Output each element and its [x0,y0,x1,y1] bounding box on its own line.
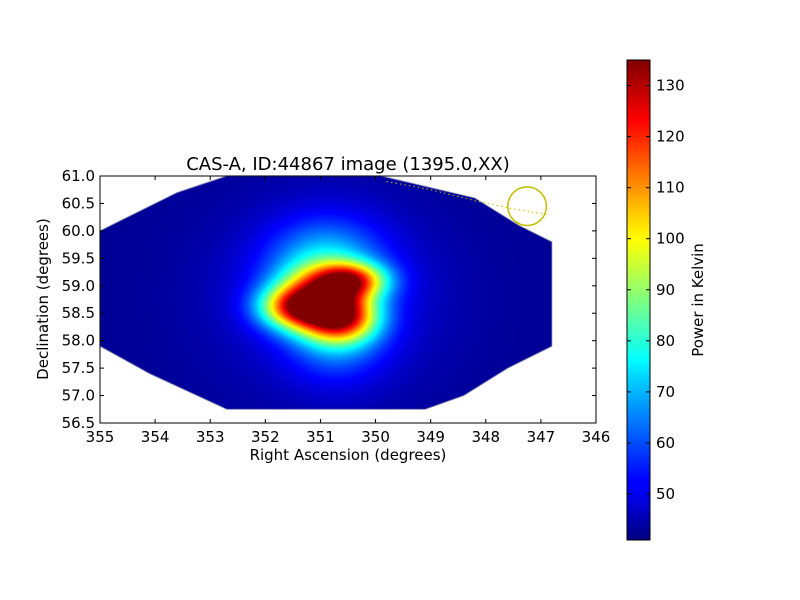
colorbar-tick-label: 90 [656,281,675,299]
y-tick-label: 60.0 [62,222,95,240]
y-tick-label: 61.0 [62,167,95,185]
x-tick-label: 347 [527,428,556,446]
colorbar-tick-label: 50 [656,485,675,503]
colorbar-tick-label: 100 [656,230,685,248]
y-tick-label: 59.0 [62,277,95,295]
x-tick-label: 353 [196,428,225,446]
marker-circle [507,186,548,227]
x-tick-label: 351 [306,428,335,446]
y-tick-label: 57.0 [62,387,95,405]
y-tick-label: 57.5 [62,359,95,377]
colorbar-tick-label: 70 [656,383,675,401]
heatmap-layer [100,176,552,410]
colorbar-tick-label: 80 [656,332,675,350]
overlay-layer [386,181,548,227]
colorbar-label: Power in Kelvin [689,243,707,357]
colorbar-ticks: 50 60 70 80 90 100 110 120 130 [627,77,685,503]
heatmap-image [100,176,552,410]
axes-frame [99,175,597,424]
colorbar-tick-label: 120 [656,128,685,146]
x-tick-label: 352 [251,428,280,446]
x-tick-label: 349 [416,428,445,446]
y-tick-label: 56.5 [62,414,95,432]
y-tick-label: 58.0 [62,332,95,350]
x-axis-ticks: 355 354 353 352 351 350 349 348 347 346 [86,176,611,446]
y-tick-label: 60.5 [62,194,95,212]
x-tick-label: 348 [471,428,500,446]
colorbar [626,59,651,541]
x-tick-label: 355 [86,428,115,446]
chart-title: CAS-A, ID:44867 image (1395.0,XX) [186,154,510,175]
x-tick-label: 350 [361,428,390,446]
dotted-track [386,181,547,215]
x-tick-label: 346 [582,428,611,446]
y-axis-ticks: 56.5 57.0 57.5 58.0 58.5 59.0 59.5 60.0 60.5 61.0 [62,167,596,432]
x-axis-label: Right Ascension (degrees) [250,446,447,464]
y-axis-label: Declination (degrees) [34,218,52,380]
colorbar-tick-label: 60 [656,434,675,452]
y-tick-label: 58.5 [62,304,95,322]
y-tick-label: 59.5 [62,249,95,267]
colorbar-tick-label: 130 [656,77,685,95]
colorbar-tick-label: 110 [656,179,685,197]
x-tick-label: 354 [141,428,170,446]
footprint-edge [99,175,553,410]
